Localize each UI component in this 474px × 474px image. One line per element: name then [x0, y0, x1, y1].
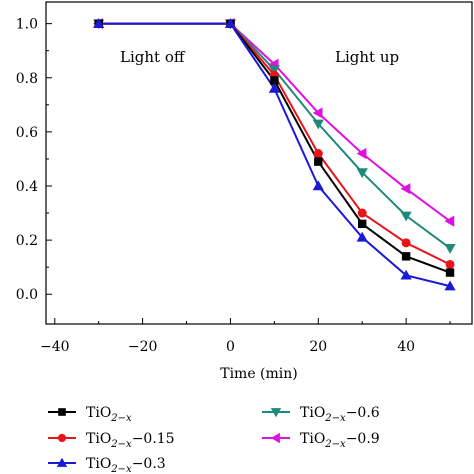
data-point-series-4 — [312, 119, 324, 130]
legend: TiO2−x TiO2−x−0.15 TiO2−x−0.3 TiO2−x−0.6 TiO… — [48, 405, 380, 474]
data-point-series-3 — [400, 269, 412, 280]
y-tick-label: 0.2 — [16, 233, 38, 249]
data-point-series-4 — [356, 168, 368, 179]
series-markers — [93, 18, 456, 291]
legend-item-1: TiO2−x — [48, 405, 132, 424]
legend-marker — [56, 457, 68, 467]
legend-marker — [270, 432, 280, 444]
legend-marker — [270, 408, 282, 418]
data-point-series-5 — [400, 183, 411, 195]
data-point-series-3 — [224, 18, 237, 28]
legend-label: TiO2−x−0.6 — [300, 405, 380, 424]
y-tick-label: 0.8 — [16, 71, 38, 87]
data-point-series-2 — [313, 149, 323, 159]
y-tick-label: 0.4 — [16, 179, 38, 195]
data-point-series-4 — [444, 244, 456, 254]
x-tick-label: 20 — [309, 339, 327, 355]
data-point-series-1 — [401, 252, 411, 261]
data-point-series-1 — [358, 219, 367, 229]
data-point-series-3 — [444, 280, 456, 291]
annotation-light-up: Light up — [335, 48, 399, 66]
data-point-series-5 — [312, 107, 323, 119]
legend-item-5: TiO2−x−0.9 — [262, 431, 380, 450]
data-point-series-3 — [356, 231, 368, 242]
data-point-series-1 — [445, 268, 455, 277]
data-point-series-3 — [312, 180, 324, 191]
data-point-series-5 — [356, 147, 367, 160]
legend-item-2: TiO2−x−0.15 — [48, 431, 175, 450]
data-point-series-4 — [268, 65, 280, 76]
data-point-series-3 — [93, 18, 105, 28]
data-point-series-1 — [314, 157, 323, 166]
x-tick-label: −40 — [40, 339, 70, 355]
x-axis-title: Time (min) — [220, 366, 298, 382]
data-point-series-3 — [268, 82, 280, 93]
x-tick-label: 0 — [226, 339, 235, 355]
plot-frame — [45, 1, 473, 325]
x-tick-label: 40 — [397, 339, 415, 355]
tick-labels: −40 −20 0 20 40 0.0 0.2 0.4 0.6 0.8 1.0 — [16, 17, 415, 355]
legend-label: TiO2−x−0.15 — [86, 431, 175, 450]
y-tick-label: 1.0 — [16, 17, 38, 33]
legend-label: TiO2−x−0.3 — [86, 456, 166, 474]
x-tick-label: −20 — [128, 339, 158, 355]
legend-item-3: TiO2−x−0.3 — [48, 456, 166, 474]
y-tick-label: 0.6 — [16, 125, 38, 141]
legend-marker — [58, 408, 66, 416]
data-point-series-4 — [400, 211, 412, 222]
legend-marker — [57, 433, 67, 443]
legend-label: TiO2−x−0.9 — [300, 431, 380, 450]
legend-item-4: TiO2−x−0.6 — [262, 405, 380, 424]
legend-label: TiO2−x — [86, 405, 132, 424]
annotation-light-off: Light off — [120, 48, 186, 66]
data-point-series-2 — [445, 259, 455, 269]
axis-ticks — [46, 23, 451, 324]
y-tick-label: 0.0 — [16, 287, 38, 303]
data-point-series-1 — [270, 76, 279, 85]
data-point-series-2 — [357, 208, 367, 218]
data-point-series-2 — [401, 238, 411, 248]
data-point-series-5 — [444, 215, 455, 227]
